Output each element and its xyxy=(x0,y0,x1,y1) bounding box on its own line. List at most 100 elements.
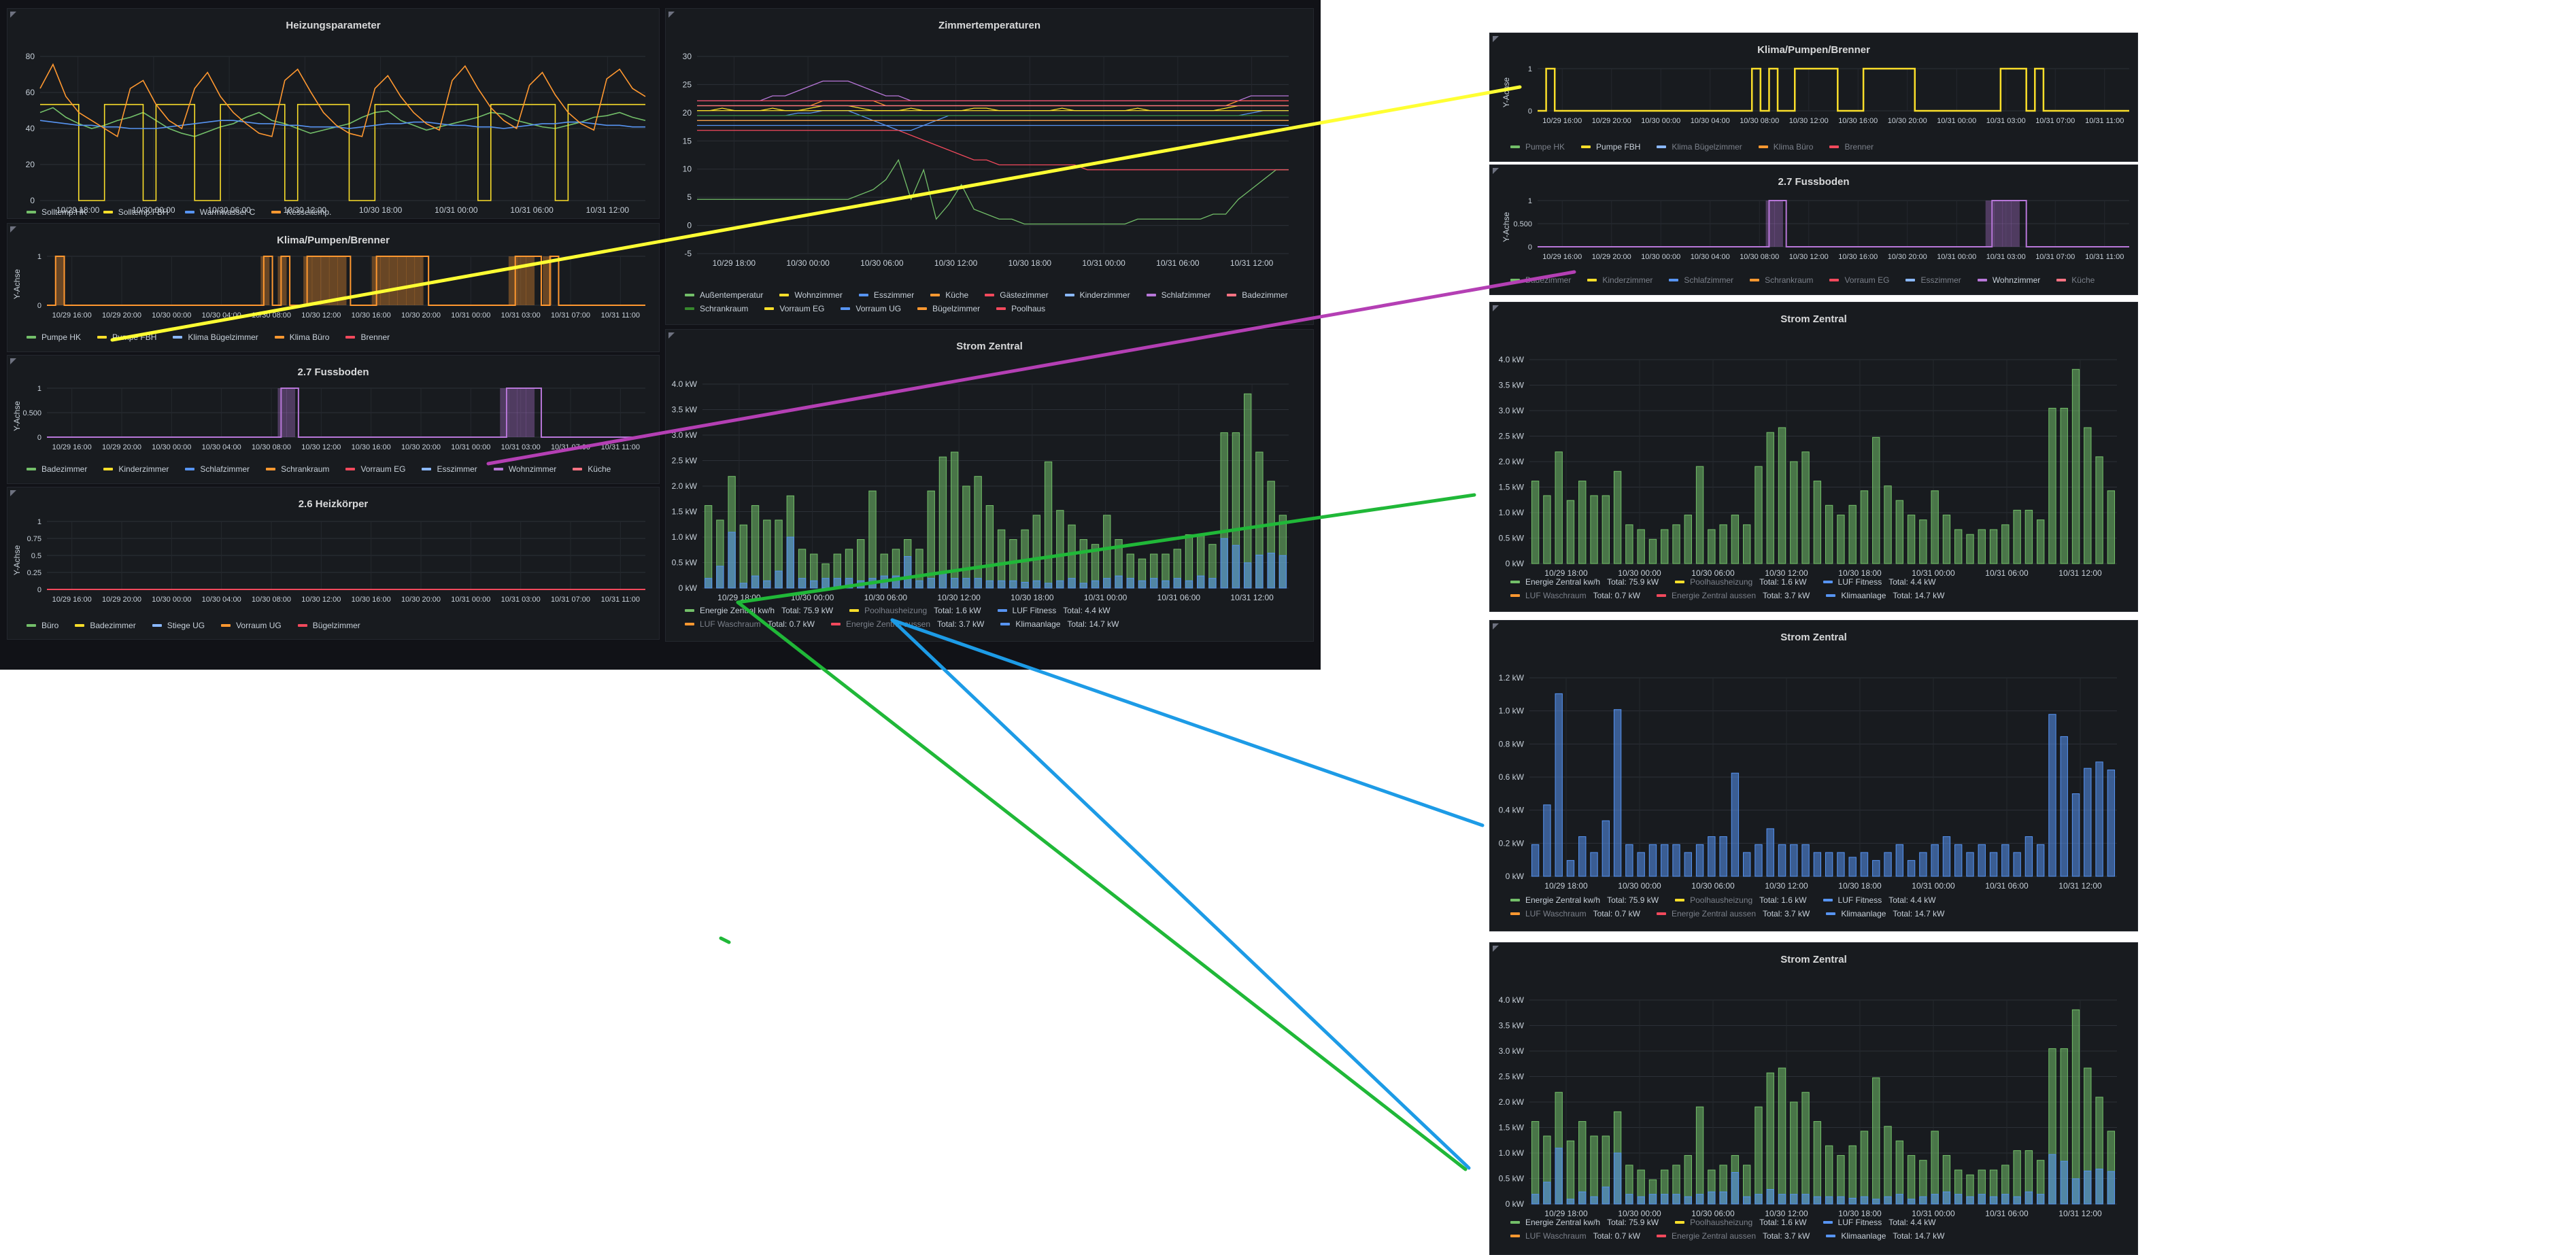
legend-item[interactable]: Energie Zentral aussen Total: 3.7 kW xyxy=(1656,909,1810,918)
legend-item[interactable]: Klimaanlage Total: 14.7 kW xyxy=(1826,909,1944,918)
panel-title[interactable]: Heizungsparameter xyxy=(286,20,381,31)
panel-menu-icon[interactable] xyxy=(1493,168,1499,174)
legend-item[interactable]: Pumpe FBH xyxy=(1581,142,1640,152)
legend-item[interactable]: Schrankraum xyxy=(266,464,329,474)
legend-swatch-icon xyxy=(1758,145,1768,148)
panel-menu-icon[interactable] xyxy=(10,358,16,364)
panel-title[interactable]: Klima/Pumpen/Brenner xyxy=(1757,44,1870,56)
legend-item[interactable]: Energie Zentral kw/h Total: 75.9 kW xyxy=(1510,577,1659,587)
legend-item[interactable]: Bügelzimmer xyxy=(917,304,980,313)
legend-item[interactable]: LUF Waschraum Total: 0.7 kW xyxy=(685,619,815,629)
legend-item[interactable]: Poolhausheizung Total: 1.6 kW xyxy=(1675,1218,1807,1227)
legend-item[interactable]: Schlafzimmer xyxy=(1146,290,1210,300)
panel-title[interactable]: Strom Zentral xyxy=(956,341,1023,352)
legend-item[interactable]: Klimaanlage Total: 14.7 kW xyxy=(1826,591,1944,600)
legend-item[interactable]: LUF Waschraum Total: 0.7 kW xyxy=(1510,591,1640,600)
legend-item[interactable]: Klima Bügelzimmer xyxy=(1657,142,1742,152)
legend-item[interactable]: Warmwasser C xyxy=(184,207,255,217)
legend-item[interactable]: Wohnzimmer xyxy=(493,464,556,474)
legend-item[interactable]: Klima Büro xyxy=(1758,142,1813,152)
legend-item[interactable]: Poolhausheizung Total: 1.6 kW xyxy=(849,606,981,615)
state-block xyxy=(311,256,321,305)
panel-menu-icon[interactable] xyxy=(1493,305,1499,311)
legend-item[interactable]: Schlafzimmer xyxy=(185,464,250,474)
panel-title[interactable]: Strom Zentral xyxy=(1780,632,1847,643)
legend-item[interactable]: LUF Waschraum Total: 0.7 kW xyxy=(1510,909,1640,918)
panel-title[interactable]: Zimmertemperaturen xyxy=(938,20,1041,31)
legend-item[interactable]: Gästezimmer xyxy=(985,290,1049,300)
legend-item[interactable]: Klimaanlage Total: 14.7 kW xyxy=(1826,1231,1944,1241)
legend-item[interactable]: Wohnzimmer xyxy=(779,290,843,300)
panel-title[interactable]: 2.6 Heizkörper xyxy=(298,498,369,510)
legend-item[interactable]: Brenner xyxy=(1829,142,1874,152)
y-tick-label: 60 xyxy=(26,88,35,97)
legend-item[interactable]: Badezimmer xyxy=(27,464,87,474)
legend-item[interactable]: Büro xyxy=(27,621,58,630)
legend-item[interactable]: Kinderzimmer xyxy=(1064,290,1130,300)
legend-item[interactable]: LUF Fitness Total: 4.4 kW xyxy=(997,606,1111,615)
legend-item[interactable]: Schrankraum xyxy=(685,304,748,313)
legend-item[interactable]: Klima Bügelzimmer xyxy=(173,332,258,342)
bar xyxy=(1578,1191,1587,1205)
legend-item[interactable]: Kinderzimmer xyxy=(1587,275,1653,285)
legend-item[interactable]: Esszimmer xyxy=(858,290,914,300)
bar xyxy=(1978,529,1986,564)
legend-item[interactable]: Vorraum UG xyxy=(841,304,901,313)
panel-menu-icon[interactable] xyxy=(668,332,675,339)
legend-item[interactable]: Esszimmer xyxy=(1905,275,1961,285)
panel-menu-icon[interactable] xyxy=(10,490,16,496)
legend-item[interactable]: Vorraum EG xyxy=(764,304,824,313)
panel-menu-icon[interactable] xyxy=(1493,946,1499,952)
legend-label: Bügelzimmer xyxy=(932,304,981,313)
panel-menu-icon[interactable] xyxy=(10,226,16,233)
legend-item[interactable]: Außentemperatur xyxy=(685,290,763,300)
legend-item[interactable]: LUF Fitness Total: 4.4 kW xyxy=(1823,577,1936,587)
y-tick-label: 0.4 kW xyxy=(1499,806,1525,815)
y-tick-label: 0.500 xyxy=(22,409,41,417)
panel-menu-icon[interactable] xyxy=(668,12,675,18)
legend-item[interactable]: Küche xyxy=(2056,275,2095,285)
legend-item[interactable]: Kesseltemp. xyxy=(271,207,331,217)
legend-item[interactable]: Pumpe HK xyxy=(27,332,81,342)
legend-item[interactable]: Bügelzimmer xyxy=(297,621,360,630)
legend-item[interactable]: Vorraum EG xyxy=(345,464,405,474)
legend-item[interactable]: Esszimmer xyxy=(422,464,477,474)
legend-item[interactable]: Küche xyxy=(573,464,611,474)
x-tick-label: 10/30 00:00 xyxy=(152,443,191,451)
legend-item[interactable]: Vorraum EG xyxy=(1829,275,1889,285)
panel-title[interactable]: Strom Zentral xyxy=(1780,954,1847,965)
legend-item[interactable]: Brenner xyxy=(345,332,390,342)
legend-item[interactable]: Wohnzimmer xyxy=(1977,275,2040,285)
legend-item[interactable]: Klimaanlage Total: 14.7 kW xyxy=(1000,619,1119,629)
legend-item[interactable]: Poolhausheizung Total: 1.6 kW xyxy=(1675,577,1807,587)
legend-item[interactable]: Stiege UG xyxy=(152,621,205,630)
legend-item[interactable]: Energie Zentral kw/h Total: 75.9 kW xyxy=(1510,895,1659,905)
legend-item[interactable]: Energie Zentral kw/h Total: 75.9 kW xyxy=(685,606,833,615)
panel-title[interactable]: Strom Zentral xyxy=(1780,313,1847,325)
legend-item[interactable]: Kinderzimmer xyxy=(103,464,169,474)
legend-item[interactable]: Küche xyxy=(930,290,968,300)
legend-item[interactable]: LUF Fitness Total: 4.4 kW xyxy=(1823,895,1936,905)
legend-item[interactable]: LUF Fitness Total: 4.4 kW xyxy=(1823,1218,1936,1227)
panel-title[interactable]: Klima/Pumpen/Brenner xyxy=(277,235,390,246)
legend-item[interactable]: Pumpe HK xyxy=(1510,142,1565,152)
panel-title[interactable]: 2.7 Fussboden xyxy=(1778,176,1850,188)
legend-item[interactable]: Vorraum UG xyxy=(221,621,282,630)
panel-menu-icon[interactable] xyxy=(1493,623,1499,630)
panel-menu-icon[interactable] xyxy=(10,12,16,18)
legend-item[interactable]: Schrankraum xyxy=(1750,275,1813,285)
panel-title[interactable]: 2.7 Fussboden xyxy=(297,366,369,378)
legend-item[interactable]: Badezimmer xyxy=(75,621,136,630)
panel-menu-icon[interactable] xyxy=(1493,36,1499,42)
legend-item[interactable]: Poolhaus xyxy=(996,304,1045,313)
legend-item[interactable]: Energie Zentral kw/h Total: 75.9 kW xyxy=(1510,1218,1659,1227)
legend-item[interactable]: Badezimmer xyxy=(1227,290,1288,300)
legend-item[interactable]: Poolhausheizung Total: 1.6 kW xyxy=(1675,895,1807,905)
legend-item[interactable]: Energie Zentral aussen Total: 3.7 kW xyxy=(1656,1231,1810,1241)
legend-item[interactable]: Energie Zentral aussen Total: 3.7 kW xyxy=(1656,591,1810,600)
legend-item[interactable]: Schlafzimmer xyxy=(1669,275,1733,285)
legend-item[interactable]: Klima Büro xyxy=(274,332,329,342)
legend-item[interactable]: Solltemp.FBH xyxy=(103,207,169,217)
legend-item[interactable]: LUF Waschraum Total: 0.7 kW xyxy=(1510,1231,1640,1241)
legend-item[interactable]: Solltemp.HK xyxy=(27,207,87,217)
